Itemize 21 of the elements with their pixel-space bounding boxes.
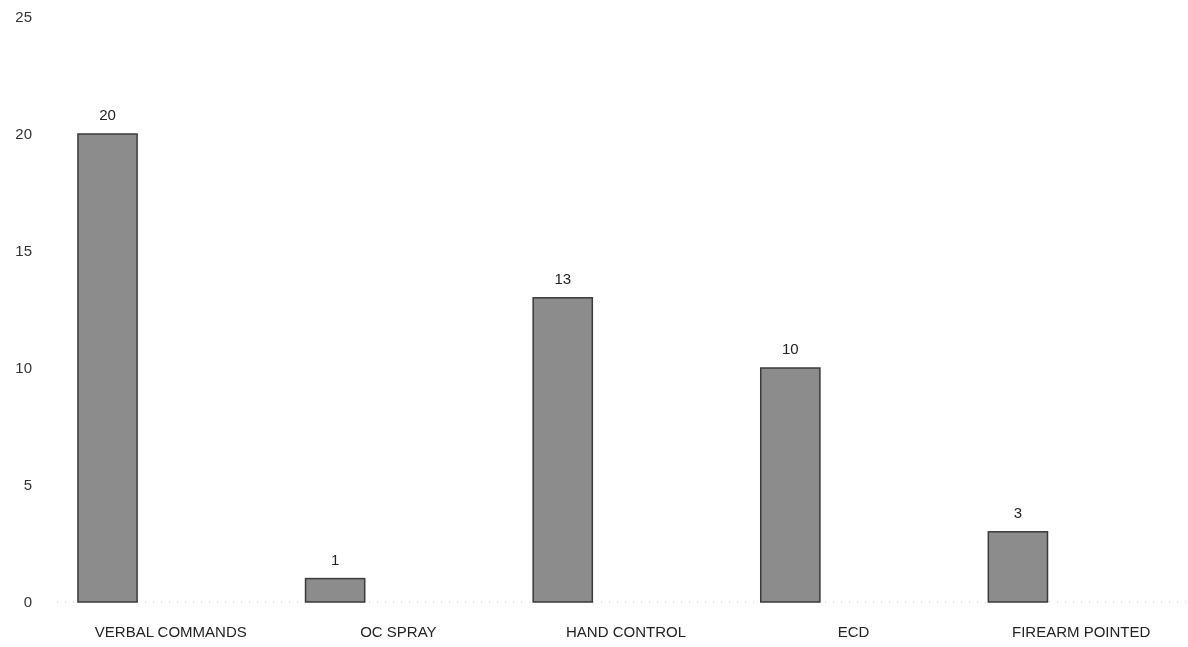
data-label: 10 bbox=[781, 340, 799, 357]
x-tick-label: HAND CONTROL bbox=[565, 623, 687, 640]
bar bbox=[532, 297, 594, 603]
y-tick-label: 5 bbox=[23, 476, 32, 494]
x-tick-label: ECD bbox=[837, 623, 870, 640]
data-label: 13 bbox=[554, 269, 572, 287]
data-label: 3 bbox=[1013, 503, 1023, 521]
x-tick-label: VERBAL COMMANDS bbox=[94, 623, 247, 640]
bar bbox=[304, 577, 366, 603]
bar bbox=[77, 133, 138, 603]
bar bbox=[987, 531, 1049, 603]
bar bbox=[759, 367, 821, 603]
x-tick-label: FIREARM POINTED bbox=[1012, 623, 1151, 640]
y-tick-label: 0 bbox=[23, 593, 32, 611]
data-label: 20 bbox=[99, 106, 116, 123]
data-label: 1 bbox=[330, 550, 340, 568]
y-tick-label: 10 bbox=[15, 359, 32, 377]
y-tick-label: 15 bbox=[15, 242, 32, 260]
y-tick-label: 20 bbox=[15, 125, 32, 143]
y-tick-label: 25 bbox=[15, 8, 32, 26]
x-tick-label: OC SPRAY bbox=[360, 623, 437, 640]
